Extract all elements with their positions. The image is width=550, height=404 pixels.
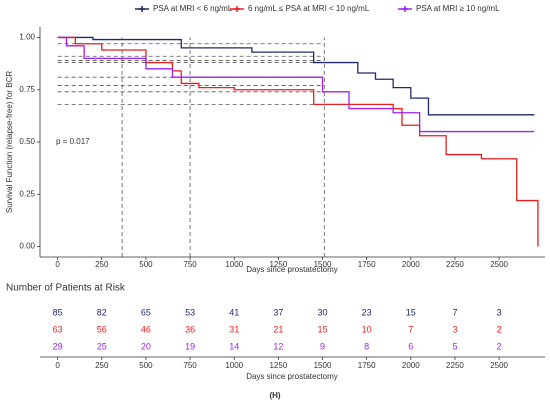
caption: (H) <box>269 391 280 400</box>
y-tick-label: 0.00 <box>19 242 35 251</box>
risk-x-tick-label: 0 <box>55 361 60 370</box>
risk-count: 2 <box>497 324 502 334</box>
risk-count: 65 <box>141 307 151 317</box>
risk-count: 20 <box>141 341 151 351</box>
x-tick-label: 1000 <box>225 260 243 269</box>
y-tick-label: 0.25 <box>19 189 35 198</box>
legend-swatch <box>234 6 240 12</box>
risk-x-label: Days since prostatectomy <box>246 372 338 381</box>
x-axis-label: Days since prostatectomy <box>246 265 338 274</box>
risk-x-tick-label: 750 <box>183 361 197 370</box>
y-tick-label: 1.00 <box>19 33 35 42</box>
risk-count: 41 <box>229 307 239 317</box>
legend-swatch <box>139 6 145 12</box>
legend-label: 6 ng/mL ≤ PSA at MRI < 10 ng/mL <box>248 4 370 13</box>
risk-count: 19 <box>185 341 195 351</box>
y-tick-label: 0.50 <box>19 137 35 146</box>
risk-count: 29 <box>53 341 63 351</box>
risk-count: 14 <box>229 341 239 351</box>
risk-x-tick-label: 500 <box>139 361 153 370</box>
risk-count: 53 <box>185 307 195 317</box>
risk-count: 36 <box>185 324 195 334</box>
risk-count: 46 <box>141 324 151 334</box>
legend-label: PSA at MRI < 6 ng/mL <box>153 4 233 13</box>
survival-curve <box>57 36 535 116</box>
risk-x-tick-label: 1500 <box>314 361 332 370</box>
risk-table-title: Number of Patients at Risk <box>6 283 126 294</box>
x-tick-label: 2500 <box>490 260 508 269</box>
risk-count: 3 <box>497 307 502 317</box>
legend-swatch <box>402 6 408 12</box>
risk-x-tick-label: 250 <box>95 361 109 370</box>
risk-count: 6 <box>408 341 413 351</box>
risk-count: 23 <box>362 307 372 317</box>
risk-x-tick-label: 1750 <box>358 361 376 370</box>
risk-count: 31 <box>229 324 239 334</box>
risk-x-tick-label: 1000 <box>225 361 243 370</box>
risk-x-tick-label: 1250 <box>269 361 287 370</box>
x-tick-label: 2000 <box>402 260 420 269</box>
x-tick-label: 2250 <box>446 260 464 269</box>
risk-count: 21 <box>273 324 283 334</box>
risk-count: 10 <box>362 324 372 334</box>
risk-count: 63 <box>53 324 63 334</box>
risk-count: 30 <box>318 307 328 317</box>
x-tick-label: 750 <box>183 260 197 269</box>
risk-count: 82 <box>97 307 107 317</box>
risk-x-tick-label: 2000 <box>402 361 420 370</box>
x-tick-label: 0 <box>55 260 60 269</box>
risk-count: 8 <box>364 341 369 351</box>
risk-count: 3 <box>452 324 457 334</box>
risk-count: 2 <box>497 341 502 351</box>
risk-count: 85 <box>53 307 63 317</box>
risk-x-tick-label: 2500 <box>490 361 508 370</box>
x-tick-label: 1750 <box>358 260 376 269</box>
y-tick-label: 0.75 <box>19 85 35 94</box>
risk-count: 12 <box>273 341 283 351</box>
risk-count: 25 <box>97 341 107 351</box>
annotation: p = 0.017 <box>56 137 90 146</box>
legend-label: PSA at MRI ≥ 10 ng/mL <box>416 4 500 13</box>
survival-curve <box>57 36 535 133</box>
x-tick-label: 500 <box>139 260 153 269</box>
risk-count: 7 <box>452 307 457 317</box>
risk-count: 15 <box>318 324 328 334</box>
risk-count: 15 <box>406 307 416 317</box>
x-tick-label: 1500 <box>314 260 332 269</box>
survival-curve <box>57 36 539 247</box>
risk-count: 9 <box>320 341 325 351</box>
x-tick-label: 1250 <box>269 260 287 269</box>
risk-count: 7 <box>408 324 413 334</box>
x-tick-label: 250 <box>95 260 109 269</box>
risk-count: 5 <box>452 341 457 351</box>
risk-count: 37 <box>273 307 283 317</box>
risk-x-tick-label: 2250 <box>446 361 464 370</box>
y-axis-label: Survival Function (relapse-free) for BCR <box>5 71 14 213</box>
risk-count: 56 <box>97 324 107 334</box>
